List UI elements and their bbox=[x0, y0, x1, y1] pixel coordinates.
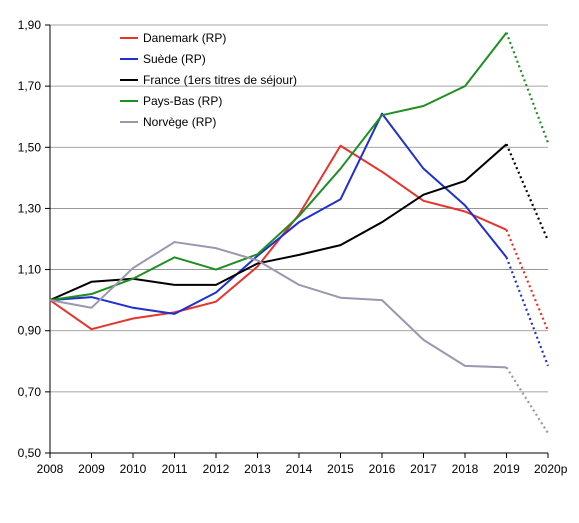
y-tick-label: 0,90 bbox=[18, 324, 42, 338]
series-line-0 bbox=[49, 144, 507, 331]
legend-label: Suède (RP) bbox=[143, 52, 206, 66]
x-tick-label: 2013 bbox=[244, 462, 271, 476]
series-projection-4 bbox=[505, 366, 549, 434]
y-tick-label: 1,50 bbox=[18, 140, 42, 154]
legend: Danemark (RP) Suède (RP) France (1ers titr… bbox=[120, 31, 297, 129]
legend-label: France (1ers titres de séjour) bbox=[143, 73, 297, 87]
y-tick-label: 0,50 bbox=[18, 446, 42, 460]
y-tick-label: 1,70 bbox=[18, 79, 42, 93]
x-tick-label: 2018 bbox=[452, 462, 479, 476]
series-line-4 bbox=[49, 241, 507, 369]
series-line-2 bbox=[49, 143, 508, 302]
x-tick-label: 2014 bbox=[286, 462, 313, 476]
x-tick-label: 2015 bbox=[327, 462, 354, 476]
axes bbox=[45, 24, 549, 458]
x-tick-label: 2009 bbox=[78, 462, 105, 476]
x-tick-label: 2011 bbox=[162, 462, 188, 476]
x-tick-label: 2010 bbox=[120, 462, 147, 476]
x-tick-label: 2019 bbox=[493, 462, 520, 476]
series-projection-1 bbox=[505, 256, 550, 367]
y-tick-label: 1,10 bbox=[18, 263, 42, 277]
x-tick-label: 2012 bbox=[203, 462, 230, 476]
legend-label: Pays-Bas (RP) bbox=[143, 94, 222, 108]
x-tick-labels: 2008 2009 2010 2011 2012 2013 2014 2015 2016 2017… bbox=[37, 462, 568, 476]
x-tick-label: 2008 bbox=[37, 462, 64, 476]
x-tick-label: 2020p bbox=[534, 462, 568, 476]
x-tick-label: 2017 bbox=[410, 462, 437, 476]
y-tick-labels: 0,50 0,70 0,90 1,10 1,30 1,50 1,70 1,90 bbox=[18, 18, 42, 460]
series-projection-3 bbox=[505, 32, 550, 144]
y-tick-label: 0,70 bbox=[18, 385, 42, 399]
series-projection-2 bbox=[505, 143, 550, 241]
series-projection-0 bbox=[505, 229, 550, 332]
legend-label: Norvège (RP) bbox=[143, 115, 216, 129]
legend-label: Danemark (RP) bbox=[143, 31, 226, 45]
series-line-3 bbox=[49, 32, 508, 302]
gridlines bbox=[50, 24, 548, 454]
series-lines bbox=[49, 32, 550, 434]
x-tick-label: 2016 bbox=[369, 462, 396, 476]
series-line-1 bbox=[49, 112, 508, 315]
y-tick-label: 1,90 bbox=[18, 18, 42, 32]
y-tick-label: 1,30 bbox=[18, 201, 42, 215]
